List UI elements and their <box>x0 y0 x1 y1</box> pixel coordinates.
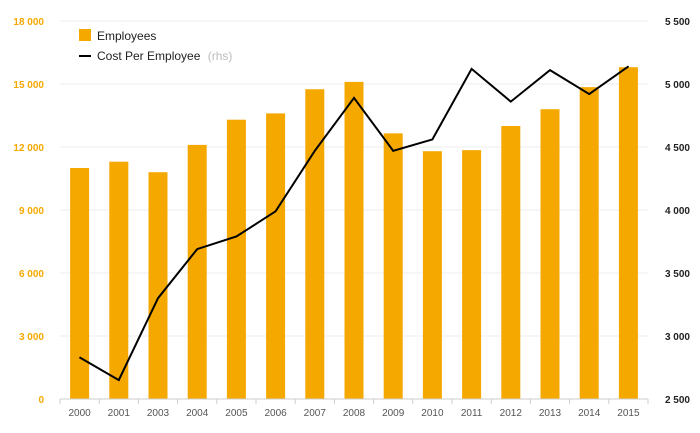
employees-bar <box>109 161 129 399</box>
x-axis-tick-label: 2001 <box>108 408 131 419</box>
left-axis-tick-label: 18 000 <box>13 17 44 28</box>
x-axis-tick-label: 2012 <box>500 408 523 419</box>
x-axis-tick-label: 2015 <box>617 408 640 419</box>
right-axis-ticks: 2 500 3 000 3 500 4 000 4 500 5 000 5 500 <box>665 17 690 406</box>
cost-per-employee-point <box>157 297 159 299</box>
employees-bar <box>462 150 482 399</box>
x-axis-tick-label: 2007 <box>304 408 327 419</box>
employees-bar <box>422 151 442 399</box>
left-axis-tick-label: 9 000 <box>19 206 44 217</box>
right-axis-tick-label: 3 500 <box>665 269 690 280</box>
employees-bar <box>618 67 638 399</box>
employees-bars <box>70 67 638 400</box>
x-axis-ticks: 2000 2001 2003 2004 2005 2006 2007 2008 2009 2010… <box>59 399 649 419</box>
x-axis-tick-label: 2003 <box>147 408 170 419</box>
cost-per-employee-point <box>588 93 590 95</box>
cost-per-employee-point <box>275 210 277 212</box>
x-axis-tick-label: 2011 <box>461 408 483 419</box>
x-axis-tick-label: 2009 <box>382 408 405 419</box>
cost-per-employee-point <box>627 65 629 67</box>
employees-bar <box>70 168 90 399</box>
employees-bar <box>540 109 560 399</box>
x-axis-tick-label: 2010 <box>421 408 444 419</box>
cost-per-employee-point <box>392 150 394 152</box>
right-axis-tick-label: 4 000 <box>665 206 690 217</box>
legend: Employees Cost Per Employee (rhs) <box>79 29 232 63</box>
legend-label-cost-suffix: (rhs) <box>208 49 233 63</box>
cost-per-employee-point <box>471 68 473 70</box>
legend-swatch-employees <box>79 29 91 41</box>
right-axis-tick-label: 3 000 <box>665 332 690 343</box>
x-axis-tick-label: 2000 <box>68 408 91 419</box>
left-axis-tick-label: 6 000 <box>19 269 44 280</box>
left-axis-ticks: 0 3 000 6 000 9 000 12 000 15 000 18 000 <box>13 17 44 406</box>
x-axis-tick-label: 2013 <box>539 408 562 419</box>
cost-per-employee-point <box>314 150 316 152</box>
employees-bar <box>226 119 246 399</box>
cost-per-employee-point <box>196 248 198 250</box>
employees-bar <box>344 81 364 400</box>
cost-per-employee-point <box>79 356 81 358</box>
right-axis-tick-label: 4 500 <box>665 143 690 154</box>
employees-bar <box>501 126 521 399</box>
right-axis-tick-label: 5 500 <box>665 17 690 28</box>
cost-per-employee-line <box>79 65 629 382</box>
employees-bar <box>305 89 325 399</box>
employees-bar <box>579 87 599 400</box>
cost-per-employee-point <box>510 101 512 103</box>
employees-bar <box>148 172 168 399</box>
cost-per-employee-point <box>235 235 237 237</box>
legend-label-cost-group: Cost Per Employee (rhs) <box>97 49 232 63</box>
left-axis-tick-label: 0 <box>38 395 44 406</box>
x-axis-tick-label: 2014 <box>578 408 601 419</box>
cost-per-employee-point <box>431 138 433 140</box>
x-axis-tick-label: 2004 <box>186 408 209 419</box>
cost-per-employee-point <box>549 69 551 71</box>
legend-label-employees: Employees <box>97 29 156 43</box>
right-axis-tick-label: 2 500 <box>665 395 690 406</box>
employees-bar <box>266 113 286 400</box>
right-axis-tick-label: 5 000 <box>665 80 690 91</box>
left-axis-tick-label: 15 000 <box>13 80 44 91</box>
left-axis-tick-label: 12 000 <box>13 143 44 154</box>
employees-bar <box>383 133 403 399</box>
x-axis-tick-label: 2008 <box>343 408 366 419</box>
employees-bar <box>187 144 207 399</box>
left-axis-tick-label: 3 000 <box>19 332 44 343</box>
x-axis-tick-label: 2006 <box>264 408 287 419</box>
legend-label-cost: Cost Per Employee <box>97 49 201 63</box>
x-axis-tick-label: 2005 <box>225 408 248 419</box>
cost-per-employee-point <box>118 379 120 381</box>
cost-per-employee-point <box>353 97 355 99</box>
